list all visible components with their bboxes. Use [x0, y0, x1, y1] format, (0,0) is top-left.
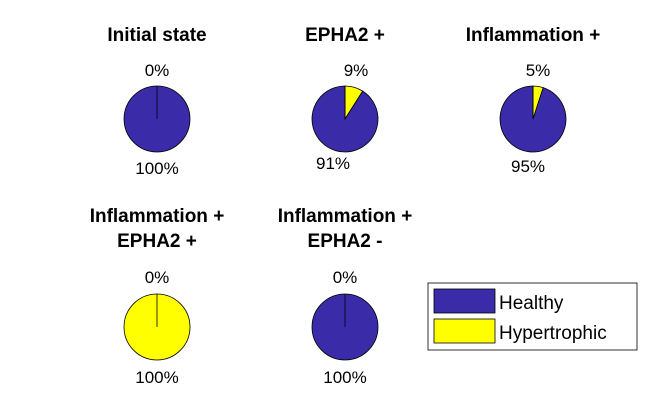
- hypertrophic-percent-label: 5%: [526, 61, 551, 80]
- pie-inflammation-plus-epha2-minus: Inflammation + EPHA2 - 0% 100%: [278, 206, 413, 387]
- pie-slices: [123, 85, 191, 153]
- hypertrophic-percent-label: 100%: [135, 368, 178, 387]
- pie-title-line-1: Inflammation +: [90, 206, 225, 227]
- healthy-percent-label: 91%: [316, 154, 350, 173]
- pie-title-line-2: EPHA2 -: [308, 231, 383, 252]
- pie-title: Initial state: [107, 25, 206, 46]
- legend-swatch-healthy: [433, 288, 496, 314]
- pie-slices: [123, 293, 191, 361]
- pie-inflammation-plus-epha2-plus: Inflammation + EPHA2 + 0% 100%: [90, 206, 225, 387]
- pie-slices: [499, 85, 567, 153]
- healthy-percent-label: 95%: [511, 157, 545, 176]
- legend-swatch-hypertrophic: [433, 318, 496, 344]
- legend-label-hypertrophic: Hypertrophic: [499, 323, 607, 344]
- pie-title: Inflammation +: [466, 25, 601, 46]
- hypertrophic-percent-label: 9%: [344, 61, 369, 80]
- legend: Healthy Hypertrophic: [427, 282, 638, 351]
- legend-label-healthy: Healthy: [499, 293, 564, 314]
- hypertrophic-percent-label: 0%: [333, 268, 358, 287]
- pie-epha2-plus: EPHA2 + 9% 91%: [305, 25, 385, 173]
- pie-title: EPHA2 +: [305, 25, 385, 46]
- pie-title-line-2: EPHA2 +: [117, 231, 197, 252]
- pie-title-line-1: Inflammation +: [278, 206, 413, 227]
- pie-slices: [311, 293, 379, 361]
- hypertrophic-percent-label: 0%: [145, 61, 170, 80]
- pie-initial-state: Initial state 0% 100%: [107, 25, 206, 178]
- healthy-percent-label: 100%: [323, 368, 366, 387]
- healthy-percent-label: 0%: [145, 268, 170, 287]
- pie-inflammation-plus: Inflammation + 5% 95%: [466, 25, 601, 176]
- healthy-percent-label: 100%: [135, 159, 178, 178]
- pie-slices: [311, 85, 379, 153]
